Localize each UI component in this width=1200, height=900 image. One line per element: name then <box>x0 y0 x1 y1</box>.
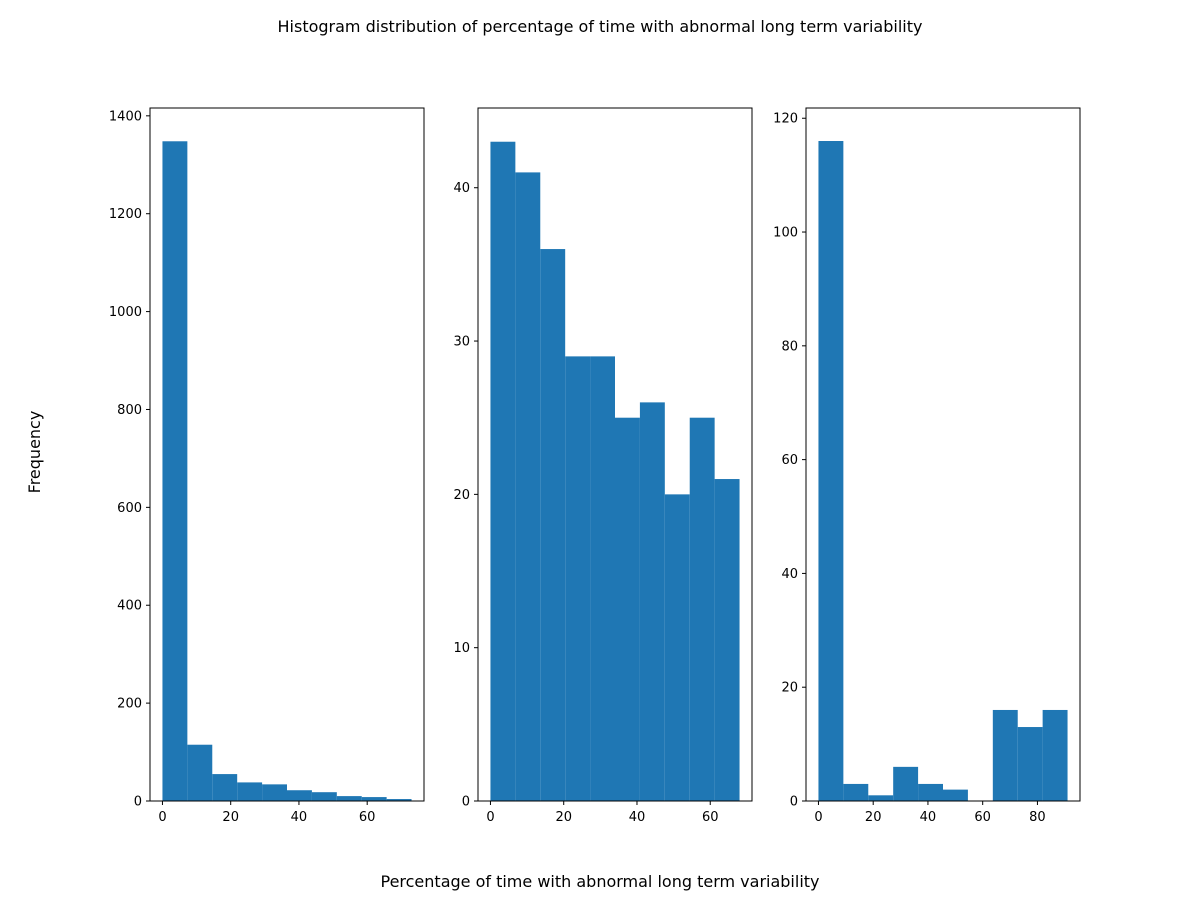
x-tick-label: 0 <box>814 810 822 825</box>
y-tick-label: 20 <box>453 488 470 503</box>
y-tick-label: 0 <box>462 795 470 810</box>
histogram-bar <box>943 789 968 801</box>
histogram-bar <box>162 141 188 801</box>
histogram-bar <box>311 792 337 801</box>
y-tick-label: 120 <box>773 112 798 127</box>
y-tick-label: 30 <box>453 335 470 350</box>
y-tick-label: 400 <box>117 599 142 614</box>
y-tick-label: 80 <box>781 339 798 354</box>
histogram-bar <box>262 784 287 801</box>
figure-y-axis-label: Frequency <box>25 411 44 494</box>
x-tick-label: 40 <box>920 810 937 825</box>
histogram-bar <box>490 141 516 801</box>
histogram-bar <box>818 141 844 801</box>
y-tick-label: 1000 <box>109 305 142 320</box>
histogram-bar <box>639 402 665 801</box>
histogram-bar <box>1017 727 1043 801</box>
x-tick-label: 40 <box>629 810 646 825</box>
y-tick-label: 40 <box>781 567 798 582</box>
x-tick-label: 40 <box>291 810 308 825</box>
histogram-bar <box>515 172 541 801</box>
histogram-bar <box>918 783 943 801</box>
histogram-bar <box>565 356 591 801</box>
histogram-bar <box>187 744 213 801</box>
x-tick-label: 20 <box>555 810 572 825</box>
x-tick-label: 0 <box>486 810 494 825</box>
histogram-bar <box>540 249 566 801</box>
y-tick-label: 0 <box>790 795 798 810</box>
histogram-bar <box>664 494 690 801</box>
histogram-bar <box>843 783 869 801</box>
y-tick-label: 200 <box>117 697 142 712</box>
axes-frame <box>477 107 753 802</box>
y-tick-label: 60 <box>781 453 798 468</box>
y-tick-label: 1200 <box>109 207 142 222</box>
y-tick-label: 20 <box>781 681 798 696</box>
histogram-bar <box>287 790 312 801</box>
x-tick-label: 60 <box>974 810 991 825</box>
y-tick-label: 1400 <box>109 109 142 124</box>
y-tick-label: 0 <box>134 795 142 810</box>
histogram-bar <box>336 796 362 801</box>
histogram-bar <box>361 797 387 801</box>
histogram-bar <box>1042 709 1068 801</box>
histogram-bar <box>868 795 894 801</box>
y-tick-label: 100 <box>773 226 798 241</box>
figure-title: Histogram distribution of percentage of … <box>278 17 923 36</box>
axes-frame <box>149 107 425 802</box>
x-tick-label: 60 <box>702 810 719 825</box>
histogram-panel-3: 0 20 40 60 80 0 20 40 60 80 100 120 <box>773 107 1081 825</box>
histogram-bar <box>689 417 715 801</box>
histogram-bar <box>615 417 640 801</box>
histogram-bar <box>212 774 238 801</box>
x-tick-label: 0 <box>158 810 166 825</box>
histogram-bar <box>590 356 615 801</box>
x-tick-label: 60 <box>359 810 376 825</box>
x-tick-label: 20 <box>222 810 239 825</box>
histogram-bar <box>237 782 263 801</box>
y-tick-label: 800 <box>117 403 142 418</box>
histogram-panel-2: 0 20 40 60 0 10 20 30 40 <box>453 107 753 825</box>
histogram-bar <box>893 766 919 801</box>
y-tick-label: 40 <box>453 181 470 196</box>
y-tick-label: 10 <box>453 641 470 656</box>
axes-frame <box>805 107 1081 802</box>
figure-x-axis-label: Percentage of time with abnormal long te… <box>380 872 819 891</box>
x-tick-label: 20 <box>865 810 882 825</box>
histogram-bar <box>714 479 740 801</box>
histogram-bar <box>992 709 1018 801</box>
y-tick-label: 600 <box>117 501 142 516</box>
histogram-bar <box>386 799 412 801</box>
x-tick-label: 80 <box>1029 810 1046 825</box>
